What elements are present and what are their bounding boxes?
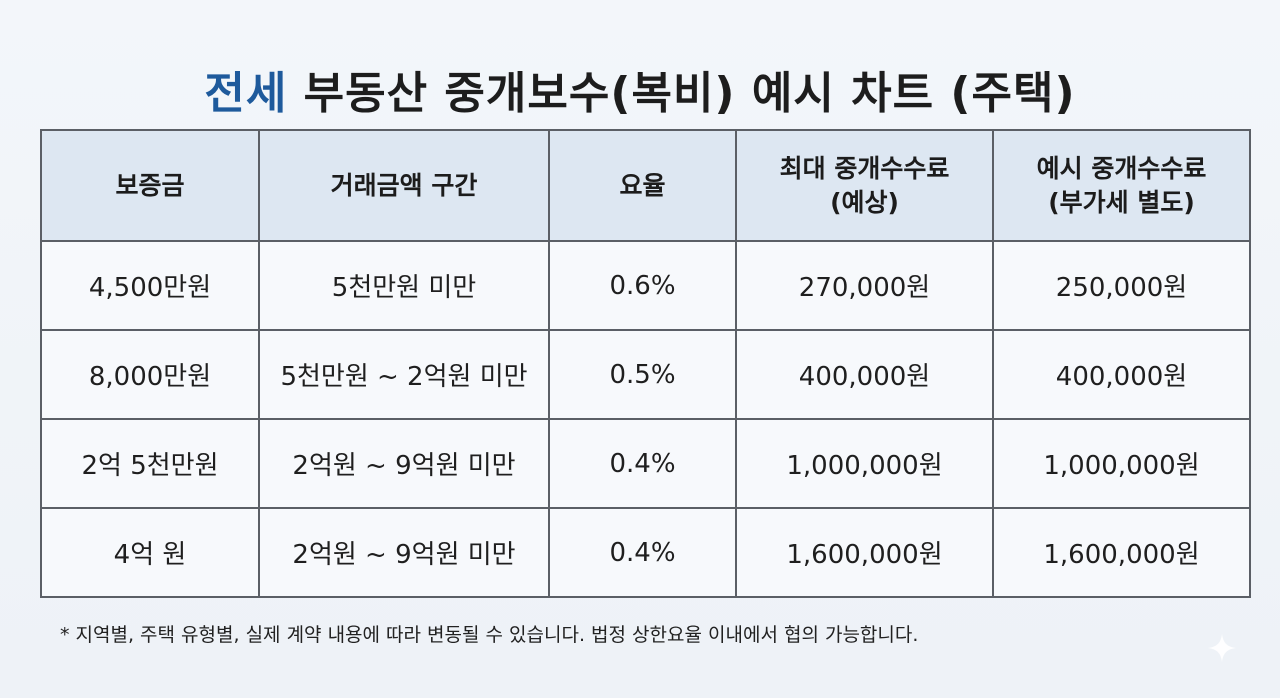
header-deposit: 보증금: [40, 129, 260, 242]
title-rest: 부동산 중개보수(복비) 예시 차트 (주택): [287, 68, 1076, 120]
footnote: * 지역별, 주택 유형별, 실제 계약 내용에 따라 변동될 수 있습니다. …: [60, 624, 919, 646]
header-example-fee: 예시 중개수수료 (부가세 별도): [992, 129, 1251, 242]
cell-deposit: 2억 5천만원: [40, 418, 260, 509]
cell-max-fee: 1,000,000원: [735, 418, 994, 509]
table-row: 4억 원 2억원 ~ 9억원 미만 0.4% 1,600,000원 1,600,…: [40, 507, 1251, 598]
cell-deposit: 8,000만원: [40, 329, 260, 420]
cell-range: 2억원 ~ 9억원 미만: [258, 418, 550, 509]
header-rate: 요율: [548, 129, 737, 242]
header-max-fee: 최대 중개수수료 (예상): [735, 129, 994, 242]
page-title: 전세 부동산 중개보수(복비) 예시 차트 (주택): [0, 57, 1280, 121]
cell-deposit: 4억 원: [40, 507, 260, 598]
header-range: 거래금액 구간: [258, 129, 550, 242]
table-header-row: 보증금 거래금액 구간 요율 최대 중개수수료 (예상) 예시 중개수수료 (부가세…: [40, 129, 1251, 242]
cell-max-fee: 400,000원: [735, 329, 994, 420]
cell-example-fee: 250,000원: [992, 240, 1251, 331]
cell-deposit: 4,500만원: [40, 240, 260, 331]
cell-range: 5천만원 미만: [258, 240, 550, 331]
table-row: 4,500만원 5천만원 미만 0.6% 270,000원 250,000원: [40, 240, 1251, 331]
cell-max-fee: 270,000원: [735, 240, 994, 331]
cell-rate: 0.4%: [548, 507, 737, 598]
table-row: 2억 5천만원 2억원 ~ 9억원 미만 0.4% 1,000,000원 1,0…: [40, 418, 1251, 509]
cell-example-fee: 400,000원: [992, 329, 1251, 420]
fee-table: 보증금 거래금액 구간 요율 최대 중개수수료 (예상) 예시 중개수수료 (부가세…: [40, 129, 1251, 598]
cell-range: 2억원 ~ 9억원 미만: [258, 507, 550, 598]
cell-max-fee: 1,600,000원: [735, 507, 994, 598]
cell-rate: 0.5%: [548, 329, 737, 420]
table-row: 8,000만원 5천만원 ~ 2억원 미만 0.5% 400,000원 400,…: [40, 329, 1251, 420]
cell-rate: 0.6%: [548, 240, 737, 331]
title-accent: 전세: [204, 68, 288, 120]
cell-example-fee: 1,000,000원: [992, 418, 1251, 509]
cell-example-fee: 1,600,000원: [992, 507, 1251, 598]
cell-rate: 0.4%: [548, 418, 737, 509]
sparkle-icon: [1208, 634, 1236, 662]
cell-range: 5천만원 ~ 2억원 미만: [258, 329, 550, 420]
